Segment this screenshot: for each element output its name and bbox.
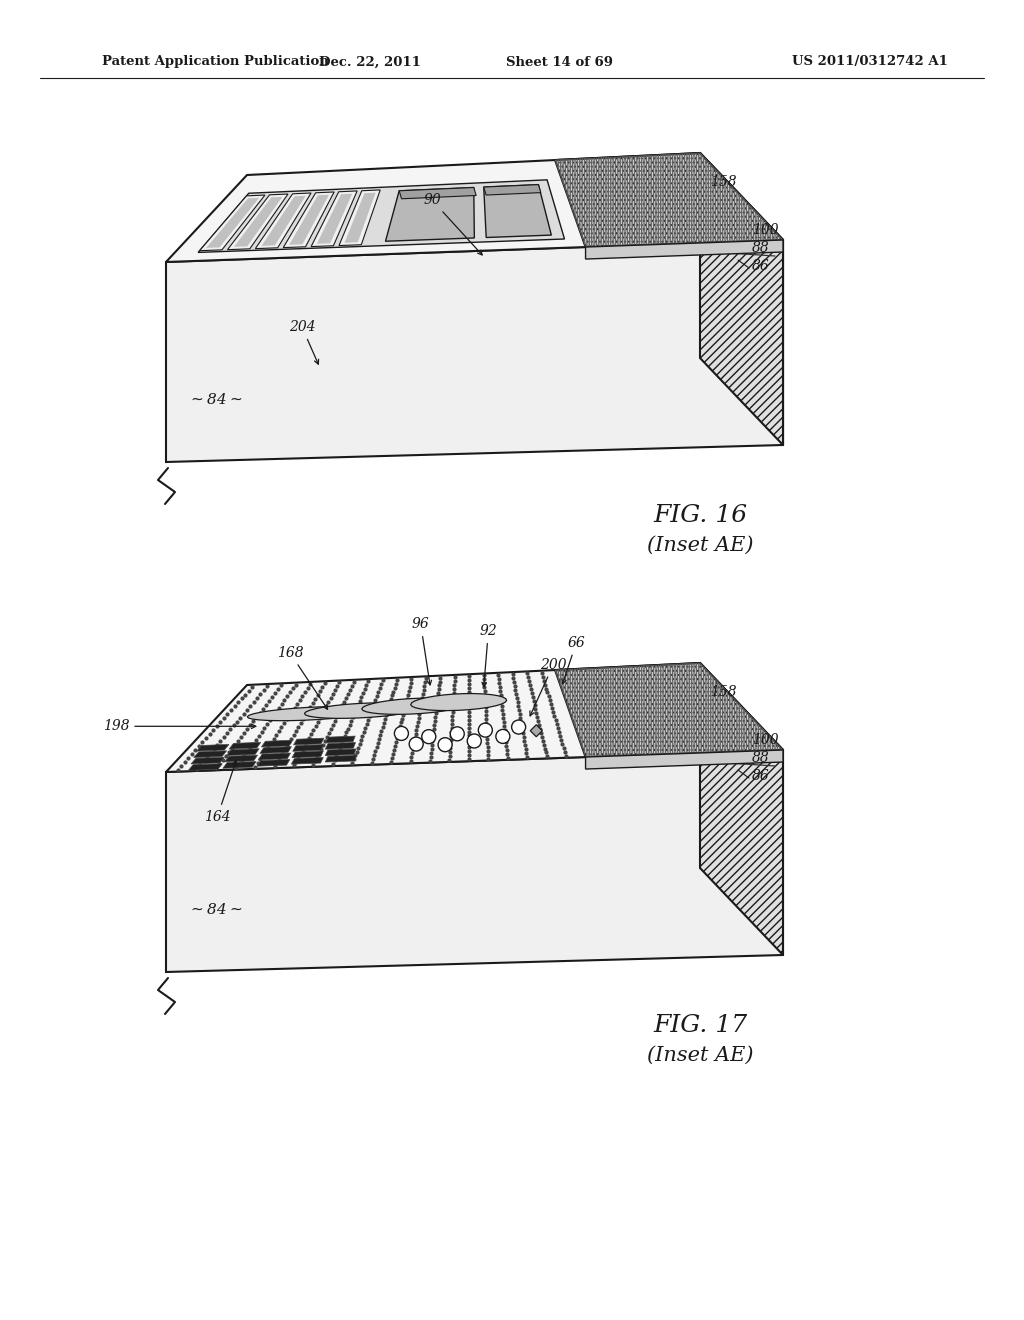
- Polygon shape: [233, 197, 283, 247]
- Text: US 2011/0312742 A1: US 2011/0312742 A1: [792, 55, 948, 69]
- Polygon shape: [194, 751, 226, 758]
- Circle shape: [422, 730, 436, 743]
- Polygon shape: [255, 193, 311, 248]
- Polygon shape: [399, 187, 476, 199]
- Polygon shape: [223, 762, 256, 768]
- Text: 100: 100: [752, 733, 778, 747]
- Polygon shape: [483, 185, 541, 195]
- Text: 96: 96: [412, 616, 431, 685]
- Polygon shape: [206, 198, 259, 248]
- Polygon shape: [258, 754, 291, 760]
- Polygon shape: [198, 180, 564, 252]
- Text: FIG. 16: FIG. 16: [653, 503, 748, 527]
- Text: 88: 88: [752, 242, 770, 255]
- Polygon shape: [411, 693, 507, 710]
- Text: (Inset AE): (Inset AE): [647, 1045, 754, 1064]
- Polygon shape: [555, 153, 783, 247]
- Polygon shape: [294, 738, 324, 744]
- Polygon shape: [227, 194, 288, 249]
- Text: 164: 164: [204, 760, 237, 824]
- Circle shape: [496, 730, 510, 743]
- Polygon shape: [225, 755, 257, 762]
- Polygon shape: [260, 747, 292, 754]
- Polygon shape: [316, 194, 352, 244]
- Text: $\sim$84$\sim$: $\sim$84$\sim$: [187, 903, 242, 917]
- Polygon shape: [361, 698, 464, 714]
- Text: (Inset AE): (Inset AE): [647, 536, 754, 554]
- Text: 198: 198: [102, 719, 256, 734]
- Polygon shape: [304, 702, 418, 718]
- Circle shape: [394, 726, 409, 741]
- Text: Patent Application Publication: Patent Application Publication: [102, 55, 329, 69]
- Polygon shape: [188, 764, 222, 771]
- Polygon shape: [229, 742, 261, 748]
- Polygon shape: [248, 706, 371, 721]
- Text: 86: 86: [752, 770, 770, 783]
- Polygon shape: [555, 663, 783, 758]
- Polygon shape: [291, 758, 324, 764]
- Polygon shape: [292, 751, 324, 758]
- Polygon shape: [530, 725, 543, 737]
- Text: 200: 200: [529, 657, 566, 715]
- Circle shape: [467, 734, 481, 748]
- Polygon shape: [200, 195, 265, 251]
- Polygon shape: [586, 240, 783, 259]
- Polygon shape: [344, 193, 376, 243]
- Text: 86: 86: [752, 259, 770, 273]
- Polygon shape: [227, 748, 259, 755]
- Text: 158: 158: [710, 685, 736, 700]
- Circle shape: [410, 737, 423, 751]
- Polygon shape: [166, 750, 783, 972]
- Polygon shape: [586, 750, 783, 770]
- Text: FIG. 17: FIG. 17: [653, 1014, 748, 1036]
- Polygon shape: [311, 191, 357, 247]
- Text: 90: 90: [423, 193, 482, 255]
- Text: 66: 66: [562, 636, 585, 684]
- Polygon shape: [700, 153, 783, 445]
- Text: Sheet 14 of 69: Sheet 14 of 69: [507, 55, 613, 69]
- Circle shape: [478, 723, 493, 737]
- Polygon shape: [166, 663, 783, 772]
- Polygon shape: [483, 185, 551, 238]
- Text: 158: 158: [710, 176, 736, 189]
- Polygon shape: [326, 755, 356, 762]
- Text: $\sim$84$\sim$: $\sim$84$\sim$: [187, 392, 242, 408]
- Polygon shape: [166, 153, 783, 261]
- Text: 204: 204: [289, 319, 318, 364]
- Polygon shape: [191, 758, 224, 764]
- Circle shape: [451, 727, 464, 741]
- Polygon shape: [700, 663, 783, 954]
- Text: 100: 100: [752, 223, 778, 238]
- Polygon shape: [339, 190, 380, 246]
- Polygon shape: [284, 191, 334, 248]
- Polygon shape: [166, 240, 783, 462]
- Polygon shape: [326, 748, 356, 755]
- Polygon shape: [385, 187, 474, 242]
- Circle shape: [438, 738, 452, 751]
- Polygon shape: [289, 195, 329, 244]
- Polygon shape: [700, 153, 783, 445]
- Text: 88: 88: [752, 751, 770, 766]
- Polygon shape: [326, 737, 355, 743]
- Circle shape: [512, 719, 525, 734]
- Text: 92: 92: [479, 624, 498, 686]
- Polygon shape: [257, 759, 290, 766]
- Text: 168: 168: [276, 645, 328, 709]
- Polygon shape: [261, 741, 293, 747]
- Polygon shape: [261, 195, 306, 246]
- Text: Dec. 22, 2011: Dec. 22, 2011: [319, 55, 421, 69]
- Polygon shape: [293, 744, 324, 751]
- Polygon shape: [326, 742, 355, 750]
- Polygon shape: [197, 744, 229, 751]
